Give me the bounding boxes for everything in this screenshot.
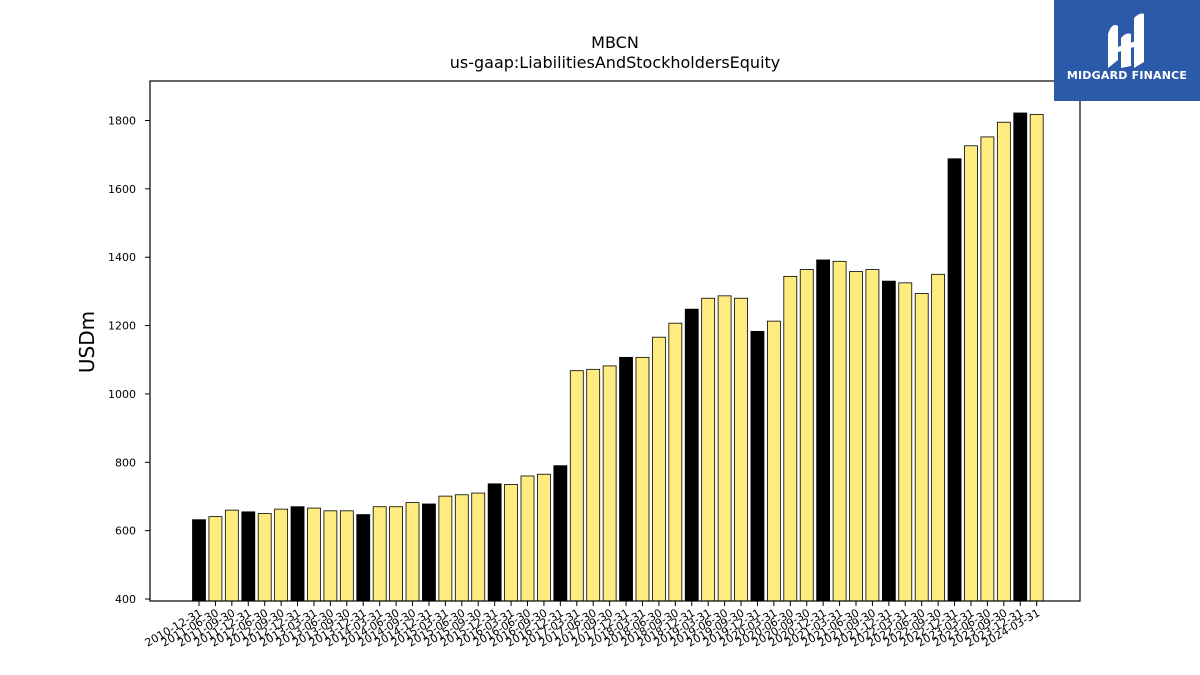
bar-2017-06-30 [619,356,633,602]
bar-2012-09-30 [307,507,321,602]
bar-2022-12-31 [980,136,995,602]
bar-2014-03-31 [405,502,420,602]
bar-2017-12-31 [652,336,666,602]
chart-title: MBCN [591,33,639,52]
bar-2021-03-31 [865,269,880,602]
bar-2021-12-31 [914,293,929,602]
y-tick-label: 800 [115,456,136,469]
bar-2013-12-31 [389,506,404,602]
y-tick-label: 1000 [108,388,136,401]
y-tick-label: 400 [115,593,136,606]
bar-2014-09-30 [438,495,453,602]
bar-2011-03-31 [208,516,223,602]
bar-2017-09-30 [635,356,650,602]
bar-2022-06-30 [947,158,962,602]
y-tick-label: 1800 [108,115,136,128]
plot-frame [149,80,1081,602]
bar-2010-12-31 [192,519,206,602]
y-axis: 400 600 800 1000 1200 1400 1600 1800 [108,115,150,606]
brand-logo: MIDGARD FINANCE [1054,0,1200,101]
bar-2017-03-31 [602,365,617,602]
bar-2013-03-31 [339,510,354,602]
bar-2016-06-30 [553,465,568,602]
bar-2013-09-30 [372,506,387,602]
bar-2018-09-30 [701,297,716,602]
bar-2011-12-31 [257,513,272,602]
bar-2020-06-30 [816,259,831,602]
chart-subtitle: us-gaap:LiabilitiesAndStockholdersEquity [450,53,781,72]
bar-2012-06-30 [290,506,305,602]
bar-2015-03-31 [471,492,486,602]
bar-2019-03-31 [734,297,748,602]
y-axis-label: USDm [75,311,99,373]
brand-name: MIDGARD FINANCE [1066,69,1188,82]
bar-2018-12-31 [717,295,732,602]
bar-2023-09-30 [1029,113,1044,602]
y-tick-label: 1200 [108,320,136,333]
bar-2012-12-31 [323,510,338,602]
bar-group [192,112,1044,602]
bar-2019-06-30 [750,330,765,602]
bar-2019-09-30 [766,320,781,602]
bar-2020-09-30 [832,260,847,602]
bar-2021-06-30 [881,280,896,602]
bar-2015-09-30 [504,484,518,602]
y-tick-label: 1600 [108,183,136,196]
bar-2011-06-30 [224,509,239,602]
bar-2020-03-31 [799,269,814,602]
bar-2019-12-31 [783,275,798,602]
bar-2016-12-31 [586,368,601,602]
bar-2022-03-31 [931,273,946,602]
bar-2015-12-31 [520,475,535,602]
x-axis: 2010-12-312011-06-302011-09-302011-12-31… [143,601,1042,650]
bar-2012-03-31 [274,508,289,602]
bar-2015-06-30 [487,483,502,602]
bar-2013-06-30 [356,514,371,602]
bar-2023-03-31 [996,121,1011,602]
bar-2011-09-30 [241,511,256,602]
bar-2021-09-30 [898,282,913,602]
y-tick-label: 1400 [108,251,136,264]
bar-2014-06-30 [422,503,436,602]
bar-2022-09-30 [964,145,978,602]
bar-2023-06-30 [1013,112,1028,602]
midgard-logo-icon [1108,13,1144,68]
bar-2018-03-31 [668,322,683,602]
y-tick-label: 600 [115,525,136,538]
bar-2020-12-31 [849,271,863,602]
bar-2016-09-30 [569,370,584,602]
bar-2016-03-31 [537,473,551,602]
bar-2018-06-30 [684,308,699,602]
bar-2014-12-31 [454,494,469,602]
